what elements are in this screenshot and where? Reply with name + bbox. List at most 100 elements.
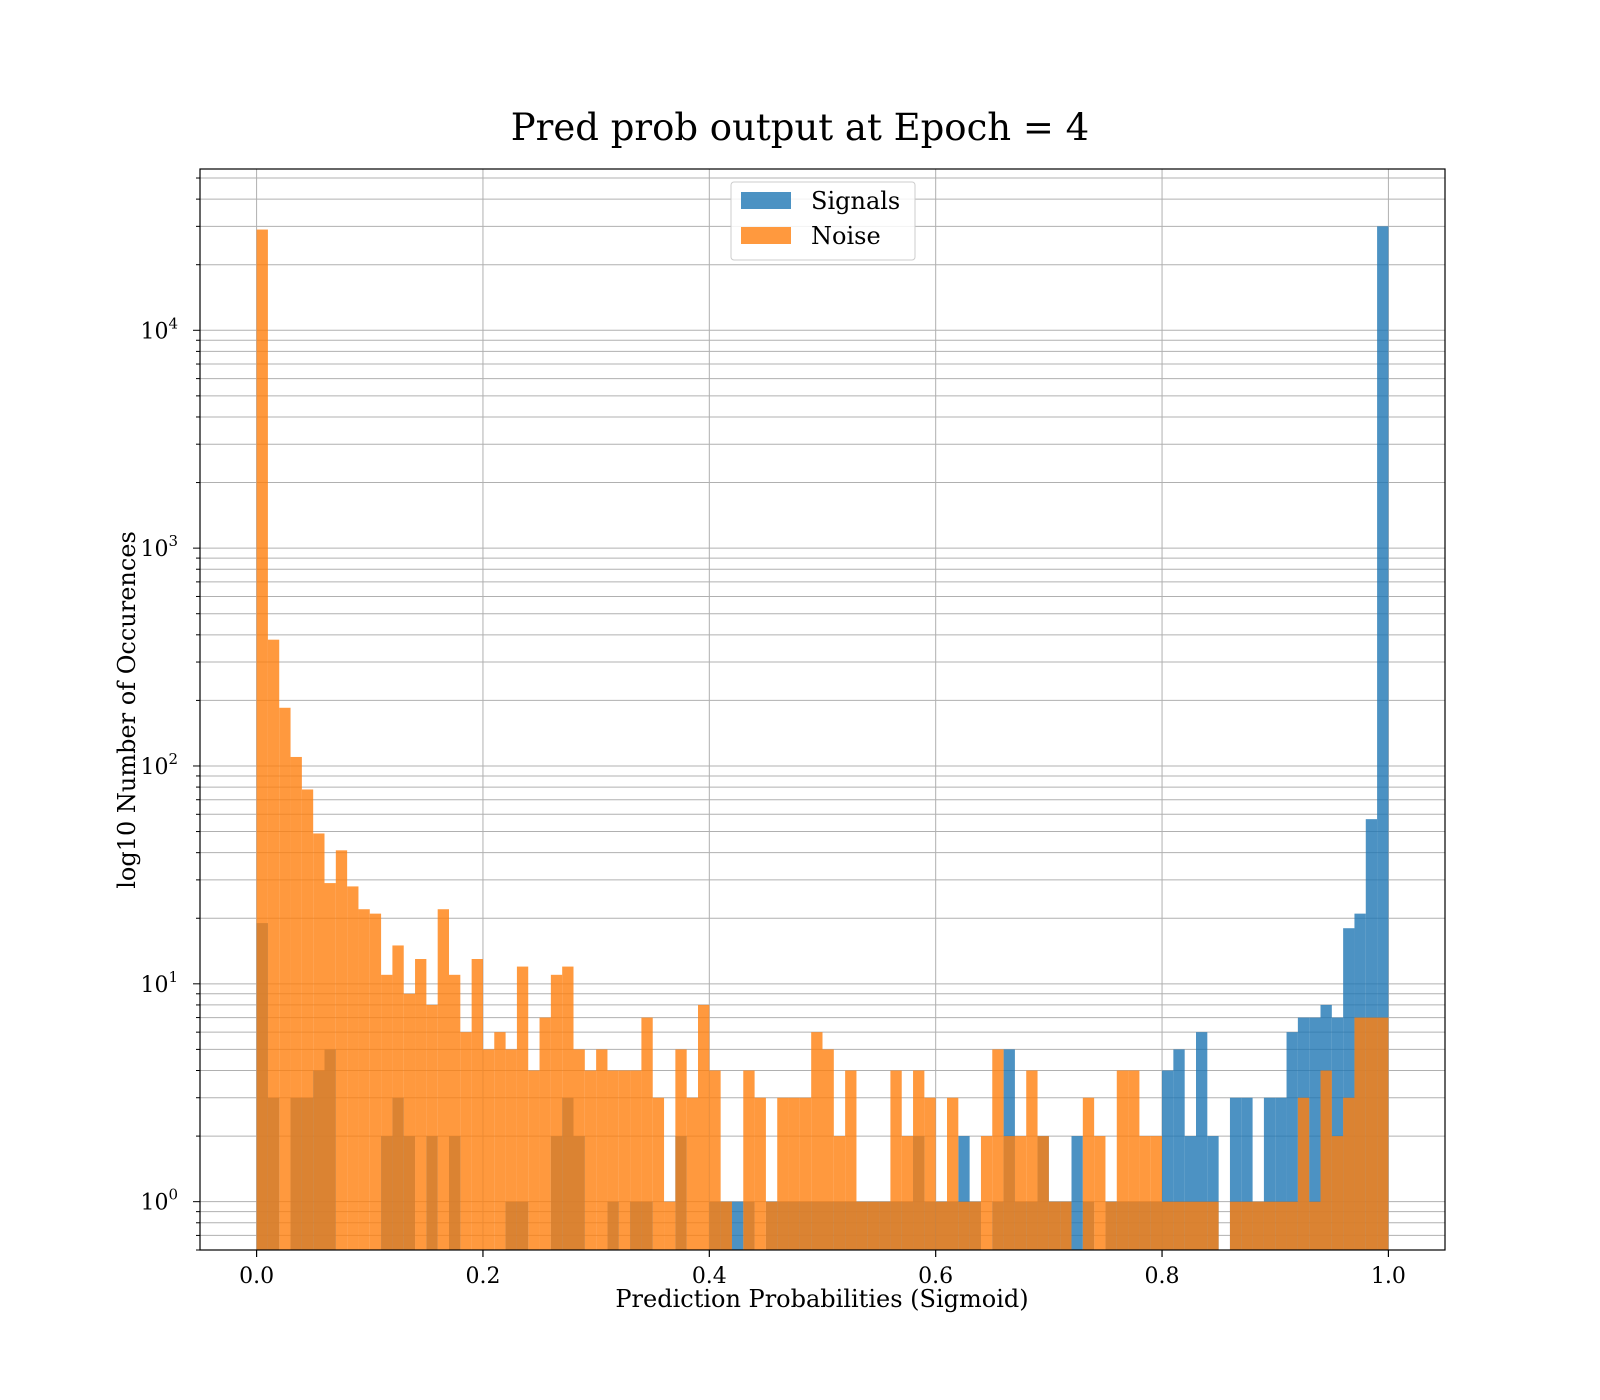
bar-noise bbox=[1014, 1136, 1027, 1250]
bar-signals bbox=[1071, 1136, 1083, 1250]
bar-noise bbox=[528, 1070, 540, 1250]
bar-noise bbox=[698, 1004, 710, 1250]
bar-noise bbox=[1229, 1201, 1242, 1250]
bar-noise bbox=[392, 945, 404, 1250]
bar-noise bbox=[1105, 1201, 1117, 1250]
bar-noise bbox=[358, 909, 370, 1250]
y-tick-label: 102 bbox=[140, 750, 178, 780]
bar-noise bbox=[788, 1097, 800, 1250]
bar-noise bbox=[584, 1070, 597, 1250]
bar-noise bbox=[935, 1201, 947, 1250]
bar-signals bbox=[1343, 928, 1355, 1250]
bar-signals bbox=[1331, 1017, 1344, 1250]
y-tick-label: 100 bbox=[140, 1186, 178, 1216]
bar-noise bbox=[1354, 1017, 1366, 1250]
bar-noise bbox=[845, 1070, 857, 1250]
bar-signals bbox=[1309, 1017, 1321, 1250]
bar-noise bbox=[415, 959, 427, 1250]
legend-swatch-signals bbox=[741, 192, 791, 209]
bar-signals bbox=[1207, 1136, 1219, 1250]
bar-noise bbox=[324, 883, 336, 1250]
bar-noise bbox=[980, 1136, 993, 1250]
bar-noise bbox=[369, 913, 382, 1250]
x-tick-label: 1.0 bbox=[1371, 1264, 1406, 1289]
y-tick-label: 103 bbox=[140, 532, 178, 562]
bar-noise bbox=[505, 1049, 517, 1250]
x-tick-label: 0.6 bbox=[918, 1264, 953, 1289]
bar-noise bbox=[1048, 1201, 1061, 1250]
bar-noise bbox=[1139, 1136, 1151, 1250]
bar-signals bbox=[1162, 1070, 1174, 1250]
bar-noise bbox=[539, 1017, 551, 1250]
bar-noise bbox=[1343, 1097, 1355, 1250]
legend-label-noise: Noise bbox=[811, 222, 881, 250]
bar-noise bbox=[799, 1097, 812, 1250]
bar-noise bbox=[301, 789, 314, 1250]
bar-signals bbox=[1229, 1097, 1242, 1250]
bar-noise bbox=[482, 1049, 495, 1250]
bar-noise bbox=[879, 1201, 891, 1250]
y-tick-label: 101 bbox=[140, 968, 178, 998]
bar-noise bbox=[743, 1070, 755, 1250]
bar-noise bbox=[777, 1097, 789, 1250]
bar-signals bbox=[958, 1136, 970, 1250]
bar-noise bbox=[550, 974, 563, 1250]
bar-noise bbox=[833, 1136, 846, 1250]
bar-signals bbox=[1196, 1032, 1208, 1250]
bar-noise bbox=[1241, 1201, 1253, 1250]
bar-noise bbox=[630, 1070, 642, 1250]
bar-noise bbox=[618, 1070, 631, 1250]
bar-noise bbox=[1082, 1097, 1095, 1250]
bar-noise bbox=[256, 229, 268, 1251]
bar-noise bbox=[1060, 1201, 1072, 1250]
bar-noise bbox=[471, 959, 483, 1250]
bar-noise bbox=[596, 1049, 608, 1250]
bar-noise bbox=[381, 974, 393, 1250]
bar-noise bbox=[867, 1201, 880, 1250]
bar-noise bbox=[1275, 1201, 1287, 1250]
bar-noise bbox=[856, 1201, 868, 1250]
x-axis-label: Prediction Probabilities (Sigmoid) bbox=[615, 1285, 1028, 1313]
bar-noise bbox=[901, 1136, 914, 1250]
bar-signals bbox=[1263, 1097, 1276, 1250]
bar-noise bbox=[1309, 1201, 1321, 1250]
bar-noise bbox=[754, 1097, 766, 1250]
bar-noise bbox=[1196, 1201, 1208, 1250]
bar-noise bbox=[1263, 1201, 1276, 1250]
bar-noise bbox=[890, 1070, 902, 1250]
bar-noise bbox=[1162, 1201, 1174, 1250]
bar-noise bbox=[347, 886, 359, 1250]
bar-noise bbox=[1184, 1201, 1196, 1250]
bar-noise bbox=[426, 1004, 438, 1250]
legend-swatch-noise bbox=[741, 227, 791, 244]
bar-noise bbox=[607, 1070, 619, 1250]
bar-noise bbox=[641, 1017, 653, 1250]
bar-noise bbox=[1026, 1070, 1038, 1250]
x-tick-label: 0.8 bbox=[1145, 1264, 1180, 1289]
bar-noise bbox=[924, 1097, 936, 1250]
bar-signals bbox=[1184, 1136, 1196, 1250]
plot-frame bbox=[199, 168, 1446, 1251]
bar-noise bbox=[1173, 1201, 1185, 1250]
bar-noise bbox=[279, 707, 291, 1250]
bar-signals bbox=[1377, 226, 1389, 1251]
bar-noise bbox=[1377, 1017, 1389, 1250]
bar-noise bbox=[1094, 1136, 1106, 1250]
bars bbox=[256, 226, 1389, 1251]
bar-noise bbox=[494, 1032, 506, 1250]
bar-noise bbox=[1116, 1070, 1129, 1250]
bar-noise bbox=[709, 1070, 721, 1250]
bar-noise bbox=[947, 1097, 959, 1250]
bar-noise bbox=[1365, 1017, 1378, 1250]
bar-noise bbox=[992, 1049, 1004, 1250]
bar-noise bbox=[1037, 1136, 1049, 1250]
bar-noise bbox=[313, 833, 325, 1250]
bar-noise bbox=[449, 974, 461, 1250]
bar-noise bbox=[516, 966, 529, 1250]
axis-ticks: 0.0 0.2 0.4 0.6 0.8 1.0 100 101 102 103 104 bbox=[140, 177, 1406, 1289]
bar-signals bbox=[731, 1201, 744, 1250]
bar-noise bbox=[1003, 1136, 1015, 1250]
bar-noise bbox=[562, 966, 574, 1250]
bar-noise bbox=[460, 1032, 472, 1250]
